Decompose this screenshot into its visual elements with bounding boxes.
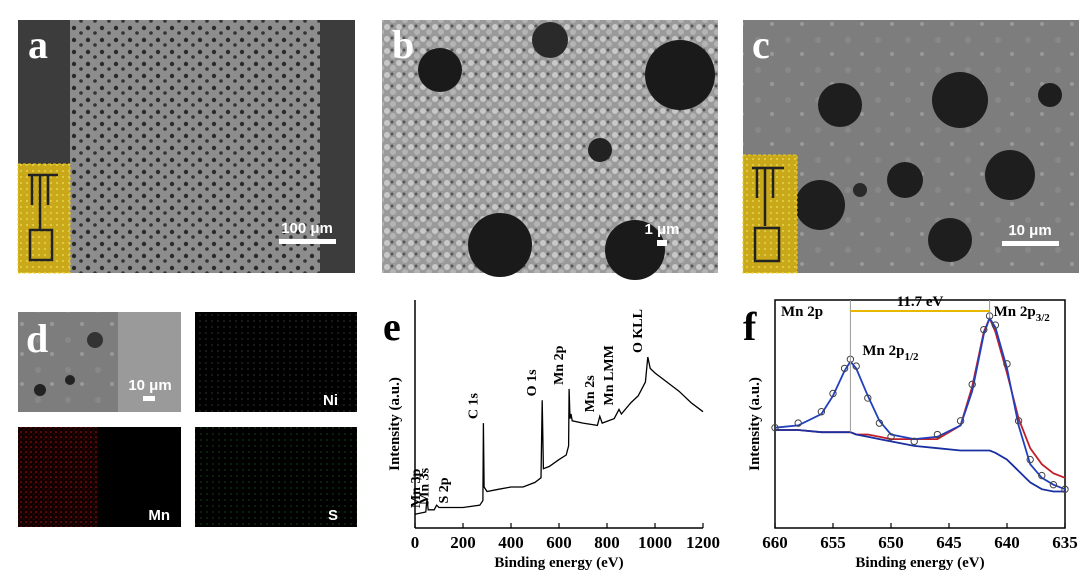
peak-label: Mn 2p [781, 304, 823, 320]
data-point [1061, 485, 1069, 493]
peak-label: Mn 3s [418, 467, 433, 505]
x-tick-label: 800 [594, 533, 620, 552]
data-point [956, 417, 965, 425]
label-sub: 1/2 [904, 351, 919, 363]
sem-a: a 100 μm [17, 20, 355, 274]
y-axis-label: Intensity (a.u.) [747, 377, 763, 471]
series-line [775, 315, 1066, 479]
x-tick-label: 0 [411, 533, 420, 552]
peak-label: Mn 2s [583, 375, 598, 413]
series-line [774, 316, 1066, 491]
gap-label: 11.7 eV [897, 294, 944, 310]
panel-label: b [392, 22, 414, 67]
peak-label: Mn 2p3/2 [994, 304, 1051, 324]
data-point [1049, 480, 1058, 489]
data-point [933, 430, 942, 439]
panel-label: f [743, 304, 757, 349]
panel-label: e [383, 304, 401, 349]
x-tick-label: 650 [878, 533, 904, 552]
x-tick-label: 600 [546, 533, 572, 552]
peak-label: O 1s [525, 369, 540, 396]
x-tick-label: 640 [994, 533, 1020, 552]
x-axis-label: Binding energy (eV) [855, 555, 984, 571]
panel-label: c [752, 22, 770, 67]
peak-label: Mn LMM [602, 345, 617, 405]
panel-label: a [28, 22, 48, 67]
x-tick-label: 645 [936, 533, 962, 552]
data-point [1026, 455, 1034, 464]
eds-d: d 10 μm Ni Mn S [18, 312, 357, 527]
label-main: Mn 2p [862, 343, 904, 359]
series-line [775, 429, 1065, 493]
scale-bar-label: 1 μm [644, 221, 679, 238]
data-point [817, 408, 826, 416]
data-point [771, 423, 779, 432]
label-main: Mn 2p [994, 304, 1036, 320]
data-point [840, 364, 849, 373]
data-point [794, 419, 802, 427]
data-point [887, 433, 895, 441]
data-point [991, 321, 1000, 329]
data-point [875, 419, 884, 427]
sem-c: c 10 μm [742, 20, 1079, 274]
data-point [968, 380, 976, 389]
y-axis-label: Intensity (a.u.) [387, 377, 403, 471]
peak-label: C 1s [466, 393, 481, 420]
peak-label: Mn 2p [552, 345, 567, 385]
x-tick-label: 635 [1052, 533, 1078, 552]
data-point [1038, 471, 1046, 480]
map-label: Ni [323, 392, 338, 409]
plot-frame [774, 299, 1066, 529]
sem-b: b 1 μm [382, 20, 718, 280]
scale-bar-label: 10 μm [1008, 222, 1051, 239]
data-point [829, 389, 837, 398]
x-axis-label: Binding energy (eV) [494, 555, 623, 571]
x-tick-label: 1000 [638, 533, 672, 552]
x-tick-label: 655 [820, 533, 846, 552]
data-point [864, 394, 872, 402]
peak-label: Mn 3p [409, 469, 424, 509]
peak-label: S 2p [437, 477, 452, 503]
data-point [980, 325, 988, 334]
data-point [1003, 360, 1011, 368]
label-sub: 3/2 [1036, 312, 1051, 324]
data-point [910, 437, 918, 446]
x-tick-label: 400 [498, 533, 524, 552]
map-label: Mn [148, 507, 170, 524]
peak-label: Mn 2p1/2 [862, 343, 919, 363]
panel-label: d [26, 316, 48, 361]
data-point [1014, 417, 1023, 425]
series-line [414, 356, 704, 515]
x-tick-label: 660 [762, 533, 788, 552]
x-tick-label: 200 [450, 533, 476, 552]
peak-label: O KLL [631, 309, 646, 353]
x-tick-label: 1200 [686, 533, 720, 552]
data-point [852, 362, 860, 370]
scale-bar-label: 10 μm [128, 377, 171, 394]
map-label: S [328, 507, 338, 524]
scale-bar-label: 100 μm [281, 220, 333, 237]
